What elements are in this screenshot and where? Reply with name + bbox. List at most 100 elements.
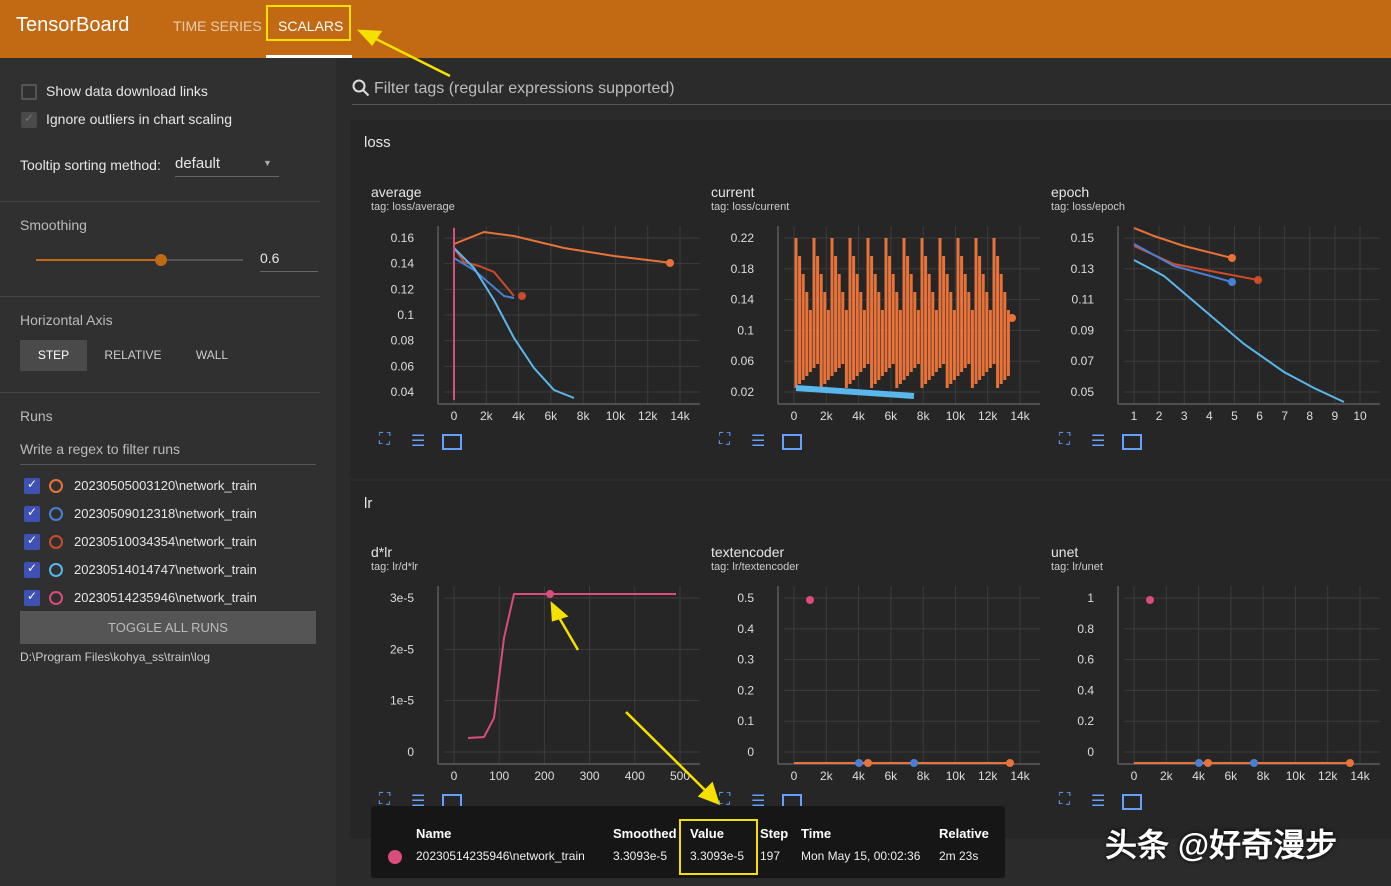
divider bbox=[0, 201, 320, 202]
run-checkbox[interactable] bbox=[24, 533, 40, 550]
tab-scalars[interactable]: SCALARS bbox=[278, 18, 344, 34]
show-download-checkbox[interactable] bbox=[21, 84, 37, 100]
data-table-icon[interactable]: ☰ bbox=[411, 793, 426, 810]
chart-plot[interactable]: 0.5 0.4 0.3 0.2 0.1 0 0 2k 4k 6k 8k 10k 12k 14k bbox=[704, 578, 1044, 788]
expand-icon[interactable]: ⛶ bbox=[1059, 791, 1071, 808]
chart-plot[interactable]: 0.22 0.18 0.14 0.1 0.06 0.02 0 2k 4k 6k 8k 10k 12k 14… bbox=[704, 218, 1044, 428]
run-color-swatch[interactable] bbox=[49, 563, 63, 577]
smoothing-input[interactable]: 0.6 bbox=[260, 250, 318, 272]
x-tick-label: 10k bbox=[606, 409, 626, 423]
run-checkbox[interactable] bbox=[24, 561, 40, 578]
toggle-all-runs-button[interactable]: TOGGLE ALL RUNS bbox=[20, 611, 316, 644]
tooltip-header-relative: Relative bbox=[939, 826, 989, 841]
tooltip-run-color-dot bbox=[388, 850, 402, 864]
run-name: 20230514014747\network_train bbox=[74, 562, 257, 577]
chart-plot[interactable]: 3e-5 2e-5 1e-5 0 0 100 200 300 400 500 bbox=[364, 578, 704, 788]
tab-time-series[interactable]: TIME SERIES bbox=[173, 18, 262, 34]
x-tick-label: 8k bbox=[577, 409, 591, 423]
data-table-icon[interactable]: ☰ bbox=[751, 793, 766, 810]
y-tick-label: 0.1 bbox=[737, 714, 754, 728]
fit-domain-icon[interactable] bbox=[442, 434, 462, 450]
y-tick-label: 0.18 bbox=[731, 262, 755, 276]
tooltip-sorting-select[interactable]: default ▼ bbox=[175, 155, 279, 177]
series-endpoint bbox=[864, 759, 872, 767]
highlight-box bbox=[679, 819, 758, 875]
chart-card: epoch tag: loss/epoch 0.15 0.13 0.11 0.09 0.07… bbox=[1044, 184, 1384, 464]
expand-icon[interactable]: ⛶ bbox=[379, 791, 391, 808]
data-table-icon[interactable]: ☰ bbox=[751, 433, 766, 450]
y-tick-label: 0.4 bbox=[1077, 683, 1094, 697]
y-tick-label: 0.22 bbox=[731, 231, 755, 245]
run-color-swatch[interactable] bbox=[49, 507, 63, 521]
y-tick-label: 0.15 bbox=[1071, 231, 1095, 245]
run-color-swatch[interactable] bbox=[49, 591, 63, 605]
x-tick-label: 300 bbox=[580, 769, 600, 783]
tooltip-smoothed-value: 3.3093e-5 bbox=[613, 849, 668, 863]
log-directory: D:\Program Files\kohya_ss\train\log bbox=[20, 650, 211, 664]
y-tick-label: 2e-5 bbox=[390, 642, 414, 656]
x-tick-label: 5 bbox=[1231, 409, 1238, 423]
run-color-swatch[interactable] bbox=[49, 479, 63, 493]
smoothing-slider-track[interactable] bbox=[161, 259, 243, 261]
run-color-swatch[interactable] bbox=[49, 535, 63, 549]
series-line bbox=[795, 385, 915, 399]
data-table-icon[interactable]: ☰ bbox=[411, 433, 426, 450]
haxis-wall-button[interactable]: WALL bbox=[195, 348, 229, 362]
tooltip-header-value: Value bbox=[690, 826, 724, 841]
y-tick-label: 0.14 bbox=[391, 257, 415, 271]
x-tick-label: 0 bbox=[791, 769, 798, 783]
chart-plot[interactable]: 0.15 0.13 0.11 0.09 0.07 0.05 1 2 3 4 5 6 7 8 9 10 bbox=[1044, 218, 1384, 428]
run-name: 20230514235946\network_train bbox=[74, 590, 257, 605]
series-endpoint bbox=[855, 759, 863, 767]
expand-icon[interactable]: ⛶ bbox=[719, 791, 731, 808]
smoothing-slider-thumb[interactable] bbox=[155, 254, 167, 266]
x-tick-label: 2k bbox=[480, 409, 494, 423]
ignore-outliers-checkbox[interactable] bbox=[21, 111, 37, 128]
y-tick-label: 0.2 bbox=[737, 683, 754, 697]
chart-title: epoch bbox=[1051, 184, 1090, 200]
series-endpoint bbox=[1008, 314, 1016, 322]
chart-title: average bbox=[371, 184, 422, 200]
y-tick-label: 0.02 bbox=[731, 385, 755, 399]
data-table-icon[interactable]: ☰ bbox=[1091, 793, 1106, 810]
chart-plot[interactable]: 1 0.8 0.6 0.4 0.2 0 0 2k 4k 6k 8k 10k 12k 14k bbox=[1044, 578, 1384, 788]
run-checkbox[interactable] bbox=[24, 589, 40, 606]
x-tick-label: 8 bbox=[1306, 409, 1313, 423]
tooltip-sorting-value: default bbox=[175, 155, 221, 172]
y-tick-label: 0.3 bbox=[737, 653, 754, 667]
tooltip-run-name: 20230514235946\network_train bbox=[416, 849, 585, 863]
chart-tag: tag: loss/epoch bbox=[1051, 201, 1125, 213]
series-endpoint bbox=[1250, 759, 1258, 767]
run-checkbox[interactable] bbox=[24, 505, 40, 522]
run-checkbox[interactable] bbox=[24, 477, 40, 494]
haxis-relative-button[interactable]: RELATIVE bbox=[104, 348, 162, 362]
show-download-label: Show data download links bbox=[46, 83, 208, 99]
group-header-loss[interactable]: loss bbox=[364, 134, 391, 151]
y-tick-label: 1e-5 bbox=[390, 694, 414, 708]
y-tick-label: 0 bbox=[407, 745, 414, 759]
x-tick-label: 6k bbox=[1225, 769, 1239, 783]
chart-title: current bbox=[711, 184, 755, 200]
x-tick-label: 14k bbox=[670, 409, 690, 423]
data-table-icon[interactable]: ☰ bbox=[1091, 433, 1106, 450]
expand-icon[interactable]: ⛶ bbox=[379, 431, 391, 448]
haxis-step-button[interactable]: STEP bbox=[20, 340, 87, 371]
fit-domain-icon[interactable] bbox=[1122, 434, 1142, 450]
chart-plot[interactable]: 0.16 0.14 0.12 0.1 0.08 0.06 0.04 0 2k 4k 6k 8k 10k 1… bbox=[364, 218, 704, 428]
group-header-lr[interactable]: lr bbox=[364, 495, 373, 512]
chart-card: average tag: loss/average 0.16 0.14 0.12 0.1 0… bbox=[364, 184, 704, 464]
tooltip-step: 197 bbox=[760, 849, 781, 863]
fit-domain-icon[interactable] bbox=[1122, 794, 1142, 810]
x-tick-label: 10k bbox=[1286, 769, 1306, 783]
x-tick-label: 8k bbox=[1257, 769, 1271, 783]
horizontal-axis-label: Horizontal Axis bbox=[20, 312, 113, 328]
x-tick-label: 4k bbox=[1192, 769, 1206, 783]
filter-tags-input[interactable]: Filter tags (regular expressions support… bbox=[374, 80, 675, 97]
x-tick-label: 3 bbox=[1181, 409, 1188, 423]
smoothing-slider-fill bbox=[36, 259, 161, 261]
runs-filter-input[interactable]: Write a regex to filter runs bbox=[20, 441, 316, 465]
expand-icon[interactable]: ⛶ bbox=[1059, 431, 1071, 448]
fit-domain-icon[interactable] bbox=[782, 434, 802, 450]
expand-icon[interactable]: ⛶ bbox=[719, 431, 731, 448]
highlight-box bbox=[266, 5, 351, 41]
